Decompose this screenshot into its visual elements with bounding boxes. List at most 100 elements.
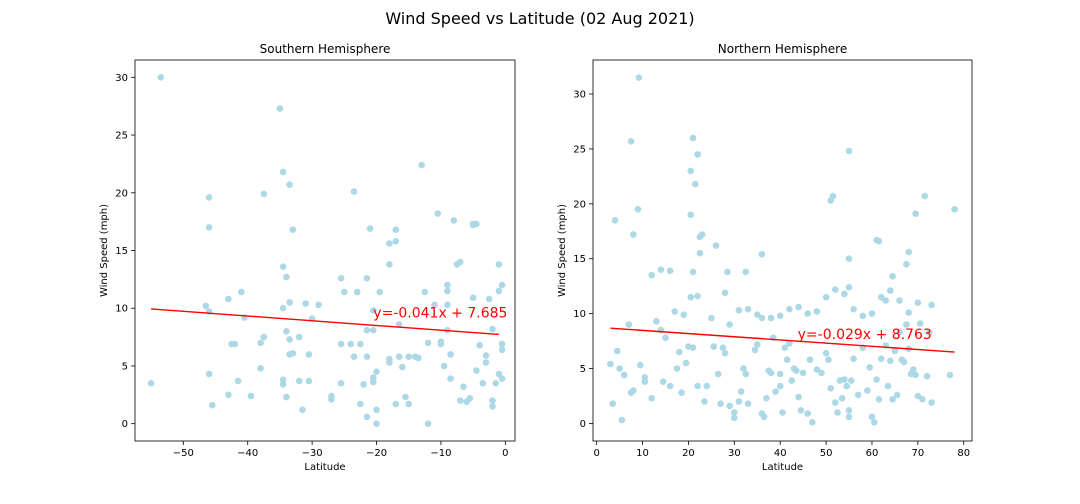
data-point bbox=[405, 353, 413, 361]
axes-frame bbox=[592, 59, 973, 442]
data-point bbox=[818, 369, 825, 377]
data-point bbox=[489, 397, 496, 404]
data-point bbox=[363, 326, 371, 334]
data-point bbox=[682, 359, 690, 367]
data-point bbox=[363, 413, 371, 421]
data-point bbox=[687, 211, 694, 219]
data-point bbox=[485, 295, 493, 303]
data-point bbox=[813, 366, 821, 373]
data-point bbox=[724, 268, 731, 276]
data-point bbox=[786, 305, 793, 313]
data-point bbox=[701, 398, 708, 405]
data-point bbox=[634, 206, 642, 213]
y-tick-label: 15 bbox=[115, 246, 128, 257]
data-point bbox=[779, 409, 786, 416]
data-point bbox=[431, 301, 438, 309]
y-tick-label: 15 bbox=[573, 254, 586, 265]
x-tick-label: 70 bbox=[911, 448, 924, 459]
data-point bbox=[910, 366, 917, 373]
data-point bbox=[850, 305, 857, 313]
data-point bbox=[450, 217, 458, 224]
data-point bbox=[726, 402, 733, 410]
data-point bbox=[392, 226, 400, 233]
data-point bbox=[341, 288, 348, 296]
data-point bbox=[776, 370, 784, 378]
data-point bbox=[887, 287, 894, 294]
x-axis-label: Latitude bbox=[762, 462, 803, 473]
y-tick-label: 5 bbox=[580, 364, 586, 375]
data-point bbox=[754, 341, 761, 348]
data-point bbox=[928, 399, 935, 406]
data-point bbox=[864, 387, 871, 394]
data-point bbox=[905, 309, 912, 316]
data-point bbox=[804, 310, 811, 317]
data-point bbox=[337, 380, 345, 387]
regression-line bbox=[610, 327, 955, 353]
data-point bbox=[205, 194, 213, 201]
data-point bbox=[678, 389, 685, 397]
data-point bbox=[495, 261, 503, 268]
data-point bbox=[437, 340, 445, 348]
data-point bbox=[866, 364, 873, 371]
southern-hemisphere-plot: y=-0.041x + 7.685 −50 −40 −30 −20 −10 0 0 5 10 15 2… bbox=[99, 42, 516, 473]
data-point bbox=[434, 210, 442, 217]
data-point bbox=[799, 369, 807, 377]
data-point bbox=[783, 356, 791, 364]
x-tick-label: 30 bbox=[728, 448, 741, 459]
data-point bbox=[903, 260, 910, 268]
data-point bbox=[740, 365, 747, 372]
data-point bbox=[350, 188, 358, 195]
data-point bbox=[751, 346, 759, 354]
data-point bbox=[731, 409, 738, 416]
y-tick-label: 10 bbox=[115, 304, 128, 315]
x-axis-label: Latitude bbox=[304, 462, 345, 473]
data-point bbox=[845, 407, 853, 414]
data-point bbox=[889, 396, 896, 403]
data-point bbox=[386, 240, 393, 247]
data-point bbox=[392, 400, 400, 408]
data-point bbox=[850, 355, 857, 363]
data-point bbox=[648, 271, 655, 279]
data-point bbox=[370, 378, 377, 386]
data-point bbox=[653, 318, 660, 325]
data-point bbox=[620, 371, 628, 379]
data-point bbox=[447, 351, 454, 358]
data-point bbox=[760, 413, 768, 421]
data-point bbox=[868, 310, 876, 317]
data-point bbox=[776, 312, 784, 320]
data-point bbox=[719, 344, 727, 352]
data-point bbox=[305, 377, 313, 385]
regression-equation: y=-0.041x + 7.685 bbox=[373, 305, 507, 321]
figure-title: Wind Speed vs Latitude (02 Aug 2021) bbox=[385, 9, 694, 28]
data-point bbox=[731, 414, 738, 422]
data-point bbox=[337, 274, 345, 282]
data-point bbox=[157, 74, 165, 81]
data-point bbox=[735, 307, 743, 314]
data-point bbox=[703, 382, 711, 390]
subplot-title: Northern Hemisphere bbox=[718, 42, 847, 56]
data-point bbox=[786, 340, 793, 347]
data-point bbox=[825, 356, 832, 364]
data-point bbox=[772, 388, 779, 395]
data-point bbox=[781, 344, 789, 352]
data-point bbox=[418, 161, 425, 169]
data-point bbox=[498, 340, 506, 348]
data-point bbox=[923, 372, 931, 380]
data-point bbox=[444, 301, 451, 309]
data-point bbox=[873, 376, 880, 383]
data-point bbox=[776, 382, 784, 390]
data-point bbox=[696, 249, 704, 257]
data-point bbox=[283, 328, 290, 335]
data-point bbox=[395, 321, 403, 328]
data-point bbox=[276, 105, 284, 112]
data-point bbox=[370, 374, 377, 381]
data-point bbox=[926, 329, 933, 336]
data-point bbox=[399, 363, 406, 371]
data-point bbox=[809, 419, 816, 426]
data-point bbox=[845, 413, 853, 421]
data-point bbox=[673, 365, 681, 372]
x-tick-label: 80 bbox=[957, 448, 970, 459]
data-point bbox=[495, 370, 503, 378]
data-point bbox=[205, 224, 213, 231]
data-point bbox=[424, 420, 432, 428]
